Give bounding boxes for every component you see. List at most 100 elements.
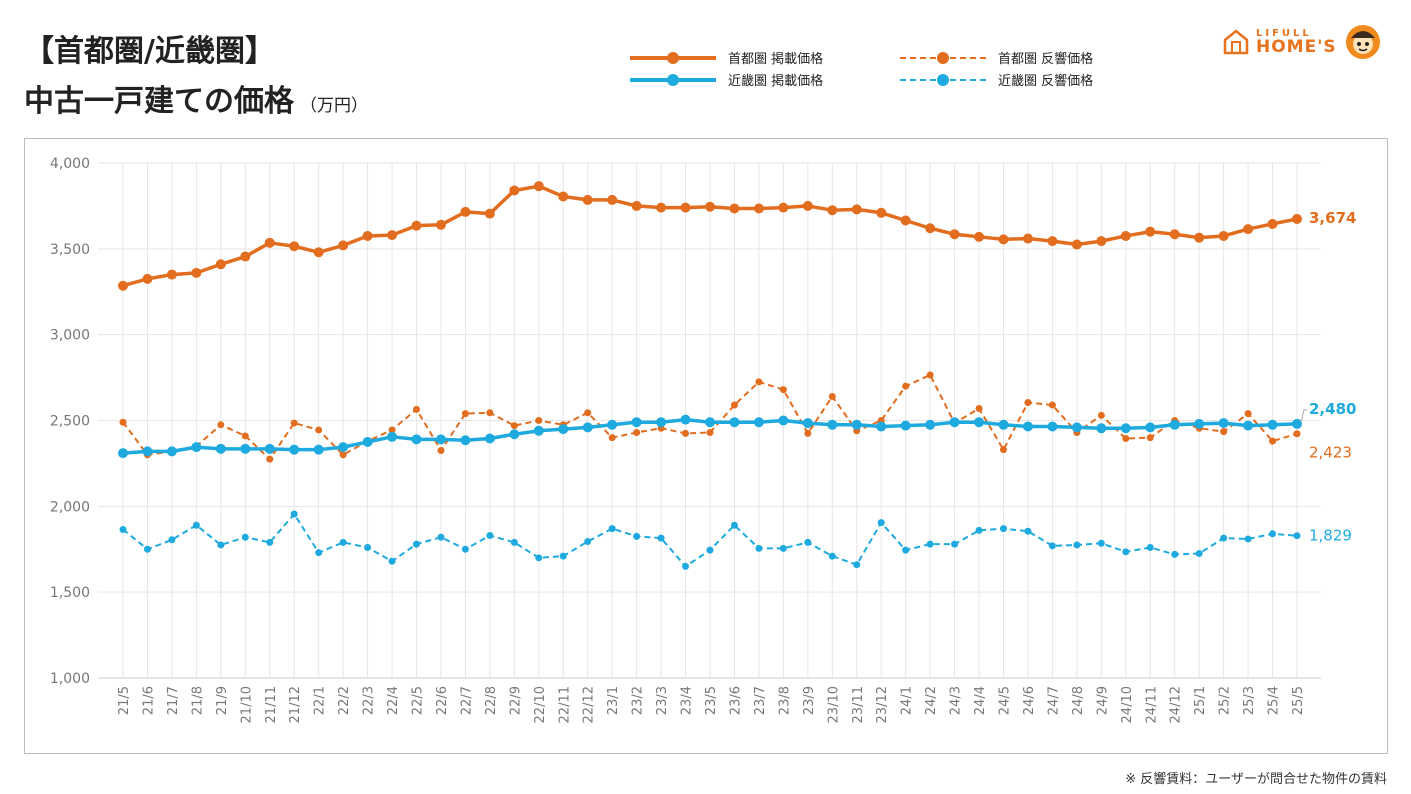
data-point [1122, 548, 1129, 555]
data-point [462, 410, 469, 417]
data-point [853, 561, 860, 568]
data-point [974, 232, 984, 242]
data-point [364, 544, 371, 551]
data-point [1268, 420, 1278, 430]
data-point [1122, 435, 1129, 442]
data-point [1096, 423, 1106, 433]
data-point [1194, 419, 1204, 429]
data-point [827, 205, 837, 215]
data-point [1269, 530, 1276, 537]
data-point [1268, 219, 1278, 229]
data-point [534, 181, 544, 191]
legend-line-dashed-orange-icon [898, 50, 988, 66]
data-point [584, 409, 591, 416]
data-point [707, 547, 714, 554]
x-tick-label: 23/12 [875, 686, 890, 723]
x-tick-label: 23/1 [606, 686, 621, 715]
data-point [976, 527, 983, 534]
x-tick-label: 23/5 [704, 686, 719, 715]
data-point [436, 220, 446, 230]
data-point [193, 522, 200, 529]
data-point [266, 456, 273, 463]
data-point [632, 417, 642, 427]
data-point [389, 558, 396, 565]
data-point [852, 420, 862, 430]
x-tick-label: 25/4 [1267, 686, 1282, 715]
data-point [658, 535, 665, 542]
data-point [633, 533, 640, 540]
x-tick-label: 24/1 [900, 686, 915, 715]
data-point [633, 429, 640, 436]
data-point [558, 424, 568, 434]
x-tick-label: 22/6 [435, 686, 450, 715]
data-point [804, 430, 811, 437]
data-point [607, 420, 617, 430]
y-tick-label: 4,000 [50, 156, 90, 172]
x-tick-label: 23/11 [851, 686, 866, 723]
data-point [656, 203, 666, 213]
x-tick-label: 25/5 [1291, 686, 1306, 715]
data-point [705, 202, 715, 212]
data-point [511, 539, 518, 546]
data-point [1245, 535, 1252, 542]
chart-title-text: 中古一戸建ての価格 [24, 84, 294, 119]
data-point [486, 409, 493, 416]
x-tick-label: 22/10 [533, 686, 548, 723]
legend-label: 首都圏 反響価格 [998, 48, 1093, 67]
data-point [1170, 420, 1180, 430]
data-point [242, 534, 249, 541]
x-tick-label: 21/11 [264, 686, 279, 723]
data-point [314, 247, 324, 257]
data-point [560, 553, 567, 560]
data-point [902, 547, 909, 554]
x-tick-label: 21/7 [166, 686, 181, 715]
data-point [265, 444, 275, 454]
data-point [460, 207, 470, 217]
data-point [682, 563, 689, 570]
data-point [925, 223, 935, 233]
data-point [927, 372, 934, 379]
unit-label: （万円） [300, 96, 368, 116]
data-point [681, 415, 691, 425]
data-point [827, 420, 837, 430]
data-point [1000, 446, 1007, 453]
data-point [780, 545, 787, 552]
data-point [266, 539, 273, 546]
data-point [191, 442, 201, 452]
y-tick-label: 1,500 [50, 585, 90, 601]
x-tick-label: 22/2 [337, 686, 352, 715]
legend-item-tokyo-response: 首都圏 反響価格 [898, 48, 1093, 67]
data-point [656, 417, 666, 427]
x-tick-label: 22/9 [508, 686, 523, 715]
data-point [242, 432, 249, 439]
x-tick-label: 23/10 [826, 686, 841, 723]
data-point [168, 536, 175, 543]
x-tick-label: 21/12 [288, 686, 303, 723]
data-point [315, 549, 322, 556]
data-point [462, 546, 469, 553]
data-point [1073, 541, 1080, 548]
x-tick-label: 24/7 [1046, 686, 1061, 715]
data-point [1023, 422, 1033, 432]
data-point [1121, 231, 1131, 241]
data-point [338, 442, 348, 452]
legend-label: 近畿圏 掲載価格 [728, 70, 823, 89]
x-tick-label: 22/7 [459, 686, 474, 715]
data-point [1220, 428, 1227, 435]
data-point [535, 417, 542, 424]
data-point [999, 420, 1009, 430]
x-tick-label: 23/9 [802, 686, 817, 715]
x-tick-label: 21/8 [190, 686, 205, 715]
data-point [729, 417, 739, 427]
data-point [485, 209, 495, 219]
x-tick-label: 25/2 [1218, 686, 1233, 715]
data-point [754, 203, 764, 213]
x-tick-label: 21/6 [141, 686, 156, 715]
data-point [1294, 430, 1301, 437]
data-point [1220, 535, 1227, 542]
data-point [1145, 227, 1155, 237]
data-point [558, 191, 568, 201]
data-point [1024, 399, 1031, 406]
data-point [778, 203, 788, 213]
data-point [902, 383, 909, 390]
